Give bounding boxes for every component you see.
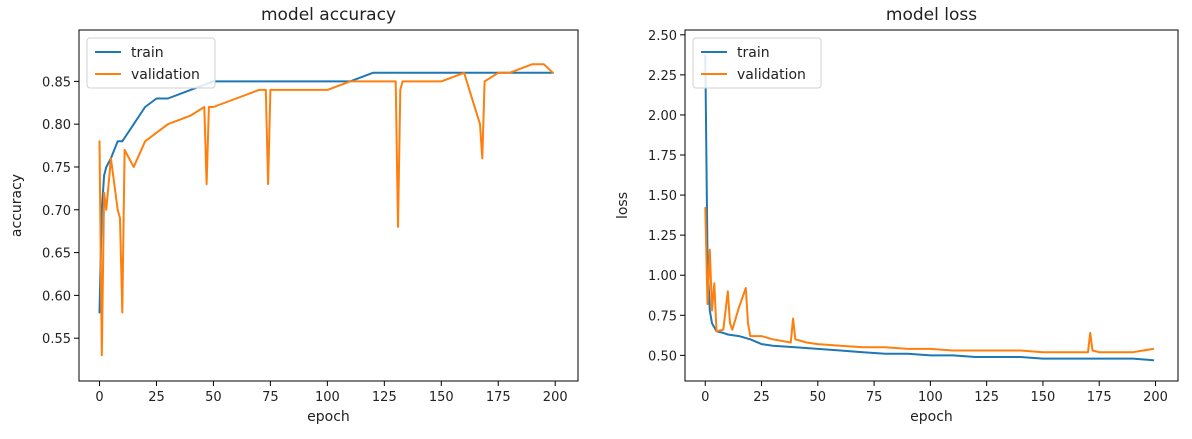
chart-2-axes-frame bbox=[684, 29, 1179, 382]
chart-1-series-validation-line bbox=[98, 63, 554, 357]
chart-1-axes-frame bbox=[78, 29, 579, 382]
chart-2-xtick-label: 150 bbox=[1031, 390, 1056, 405]
chart-1-legend: train validation bbox=[86, 37, 216, 89]
chart-1-ytick-label: 0.75 bbox=[42, 161, 71, 176]
chart-1-xlabel: epoch bbox=[307, 409, 350, 425]
chart-2-xtick-label: 100 bbox=[918, 390, 943, 405]
chart-2-ytick-label: 1.25 bbox=[648, 229, 677, 244]
chart-1-xtick-label: 150 bbox=[429, 390, 454, 405]
chart-2-xlabel: epoch bbox=[910, 409, 953, 425]
chart-2-ytick-label: 2.50 bbox=[648, 29, 677, 44]
chart-1-ytick-label: 0.85 bbox=[42, 75, 71, 90]
chart-2-xtick-label: 75 bbox=[866, 390, 883, 405]
chart-2-legend-label-train: train bbox=[737, 45, 770, 61]
chart-2-xtick-label: 50 bbox=[810, 390, 827, 405]
chart-1-xtick-label: 100 bbox=[315, 390, 340, 405]
chart-1-xtick-label: 175 bbox=[486, 390, 511, 405]
chart-2-xtick-label: 175 bbox=[1087, 390, 1112, 405]
chart-2-series-validation-line bbox=[704, 206, 1155, 354]
chart-1-legend-label-train: train bbox=[131, 45, 164, 61]
chart-1-xtick-label: 50 bbox=[205, 390, 222, 405]
chart-2-ylabel: loss bbox=[615, 192, 631, 219]
chart-2-series-train-line bbox=[704, 54, 1155, 362]
chart-1-legend-label-validation: validation bbox=[131, 67, 200, 83]
chart-2-legend-box bbox=[692, 37, 822, 89]
chart-2-ytick-label: 1.75 bbox=[648, 149, 677, 164]
chart-2-xtick-label: 25 bbox=[753, 390, 770, 405]
chart-2-ytick-label: 2.00 bbox=[648, 109, 677, 124]
chart-1-title: model accuracy bbox=[261, 5, 396, 25]
chart-2-xtick-label: 0 bbox=[701, 390, 709, 405]
chart-2-xtick-label: 200 bbox=[1143, 390, 1168, 405]
chart-2-legend: train validation bbox=[692, 37, 822, 89]
chart-2-ytick-label: 0.50 bbox=[648, 349, 677, 364]
chart-1-ytick-label: 0.55 bbox=[42, 332, 71, 347]
chart-2-ytick-label: 1.50 bbox=[648, 189, 677, 204]
chart-1: 0 25 50 75 100 125 150 175 200 0.55 0.60 0.65 0.70 0.… bbox=[9, 5, 579, 425]
chart-1-ytick-label: 0.60 bbox=[42, 289, 71, 304]
chart-1-ytick-label: 0.65 bbox=[42, 247, 71, 262]
chart-2-ytick-label: 1.00 bbox=[648, 269, 677, 284]
chart-2-ytick-label: 2.25 bbox=[648, 69, 677, 84]
chart-1-xtick-label: 125 bbox=[372, 390, 397, 405]
chart-1-ylabel: accuracy bbox=[9, 174, 25, 237]
chart-2-legend-label-validation: validation bbox=[737, 67, 806, 83]
chart-1-xtick-label: 0 bbox=[95, 390, 103, 405]
chart-1-ytick-label: 0.80 bbox=[42, 118, 71, 133]
chart-1-series-train-line bbox=[98, 71, 554, 314]
chart-2-ytick-label: 0.75 bbox=[648, 309, 677, 324]
chart-1-legend-box bbox=[86, 37, 216, 89]
chart-1-ytick-label: 0.70 bbox=[42, 204, 71, 219]
chart-2-title: model loss bbox=[886, 5, 977, 25]
chart-2: 0 25 50 75 100 125 150 175 200 0.50 0.75 1.00 1.25 1.… bbox=[615, 5, 1179, 425]
chart-1-xtick-label: 75 bbox=[262, 390, 279, 405]
chart-1-xtick-label: 200 bbox=[543, 390, 568, 405]
chart-2-xtick-label: 125 bbox=[974, 390, 999, 405]
chart-1-xtick-label: 25 bbox=[148, 390, 165, 405]
